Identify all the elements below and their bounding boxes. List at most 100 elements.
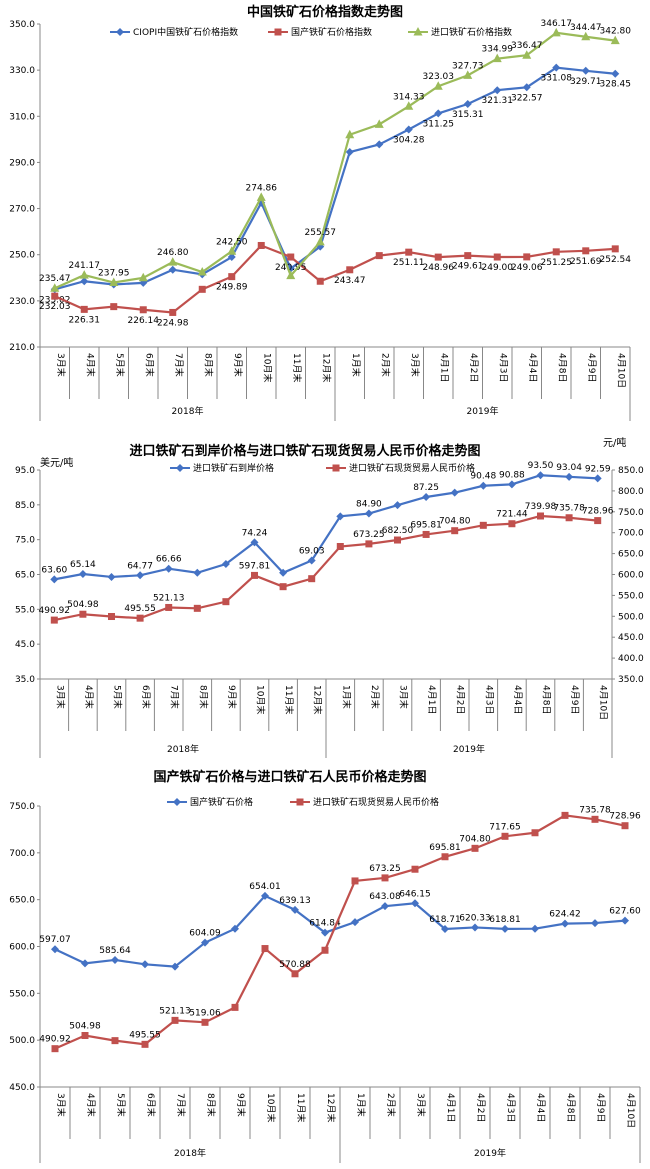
data-label: 92.59 bbox=[585, 464, 611, 474]
data-point bbox=[164, 564, 173, 573]
data-label: 93.50 bbox=[528, 461, 554, 471]
data-point bbox=[256, 192, 266, 201]
data-point bbox=[345, 148, 354, 157]
data-label: 249.89 bbox=[216, 283, 248, 293]
data-point bbox=[522, 50, 532, 59]
data-point bbox=[257, 241, 265, 249]
data-label: 504.98 bbox=[67, 600, 99, 610]
series-line bbox=[54, 31, 616, 290]
y-unit-left: 美元/吨 bbox=[40, 456, 73, 469]
data-point bbox=[433, 81, 443, 90]
x-tick-label: 2月末 bbox=[385, 1093, 397, 1117]
y-tick-label-right: 750.0 bbox=[618, 508, 644, 518]
data-label: 274.86 bbox=[246, 183, 278, 193]
y-tick-label: 500.0 bbox=[9, 1036, 35, 1046]
year-group-label: 2019年 bbox=[474, 1147, 506, 1159]
y-tick-label-right: 850.0 bbox=[618, 466, 644, 476]
x-tick-label: 4月9日 bbox=[569, 685, 580, 714]
data-label: 597.81 bbox=[239, 561, 271, 571]
data-point bbox=[536, 471, 545, 480]
x-tick-label: 4月末 bbox=[83, 685, 95, 709]
x-tick-label: 10月末 bbox=[265, 1093, 277, 1122]
data-label: 232.03 bbox=[39, 302, 71, 312]
y-tick-label: 45.0 bbox=[15, 640, 35, 650]
data-point bbox=[81, 1032, 89, 1040]
data-label: 87.25 bbox=[413, 483, 439, 493]
data-point bbox=[381, 874, 389, 882]
data-point bbox=[621, 916, 629, 925]
data-point bbox=[168, 265, 177, 274]
data-point bbox=[501, 832, 509, 840]
data-label: 304.28 bbox=[393, 135, 425, 145]
y-tick-label: 250.0 bbox=[9, 251, 35, 261]
data-point bbox=[364, 509, 373, 518]
data-label: 237.95 bbox=[98, 269, 130, 279]
data-label: 74.24 bbox=[242, 528, 268, 538]
data-point bbox=[80, 277, 89, 286]
data-point bbox=[316, 277, 324, 285]
x-axis: 3月末 4月末 5月末 6月末 7月末 8月末 9月末 10月末 11月末 12月末 1月末 2月末 3… bbox=[39, 1086, 641, 1163]
data-label: 728.96 bbox=[582, 507, 614, 517]
legend-marker bbox=[332, 464, 340, 472]
data-point bbox=[434, 253, 442, 261]
data-label: 334.99 bbox=[482, 45, 514, 55]
year-group-label: 2018年 bbox=[174, 1147, 206, 1159]
y-axis-left: 35.0 45.0 55.0 65.0 75.0 85.0 95.0 bbox=[15, 466, 41, 685]
x-tick-label: 7月末 bbox=[173, 353, 185, 377]
data-point bbox=[107, 572, 116, 581]
x-tick-label: 4月1日 bbox=[426, 685, 437, 714]
x-tick-label: 9月末 bbox=[235, 1093, 247, 1117]
x-tick-label: 1月末 bbox=[340, 685, 352, 709]
x-tick-label: 4月3日 bbox=[497, 353, 508, 382]
data-label: 346.17 bbox=[541, 19, 573, 29]
x-tick-label: 4月末 bbox=[84, 353, 96, 377]
x-axis: 3月末 4月末 5月末 6月末 7月末 8月末 9月末 10月末 11月末 12月末 1月末 2月末 3… bbox=[39, 346, 631, 421]
data-point bbox=[171, 962, 179, 971]
legend-label: 进口铁矿石现货贸易人民币价格 bbox=[349, 462, 475, 474]
data-point bbox=[221, 560, 230, 569]
data-point bbox=[471, 844, 479, 852]
x-tick-label: 4月10日 bbox=[625, 1093, 636, 1128]
data-point bbox=[261, 891, 269, 900]
data-point bbox=[404, 125, 413, 134]
legend-label: 国产铁矿石价格指数 bbox=[291, 26, 372, 38]
data-point bbox=[381, 902, 389, 911]
data-label: 495.55 bbox=[129, 1030, 161, 1040]
year-group-label: 2019年 bbox=[453, 743, 485, 755]
x-tick-label: 8月末 bbox=[202, 353, 214, 377]
data-label: 519.06 bbox=[189, 1008, 221, 1018]
x-tick-label: 2月末 bbox=[369, 685, 381, 709]
x-tick-label: 1月末 bbox=[355, 1093, 367, 1117]
x-tick-label: 4月8日 bbox=[556, 353, 567, 382]
y-tick-label-right: 550.0 bbox=[618, 591, 644, 601]
data-label: 252.54 bbox=[600, 255, 632, 265]
data-label: 240.95 bbox=[275, 263, 307, 273]
y-axis-left: 210.0 230.0 250.0 270.0 290.0 310.0 330.0 350.0 bbox=[9, 20, 41, 353]
data-label: 673.25 bbox=[369, 864, 401, 874]
data-label: 614.84 bbox=[309, 919, 341, 929]
x-tick-label: 4月9日 bbox=[586, 353, 597, 382]
data-label: 329.71 bbox=[570, 77, 602, 87]
data-point bbox=[110, 303, 118, 311]
data-point bbox=[411, 899, 419, 908]
data-label: 65.14 bbox=[70, 560, 96, 570]
data-label: 235.02 bbox=[39, 295, 71, 305]
data-point bbox=[307, 556, 316, 565]
data-label: 604.09 bbox=[189, 929, 221, 939]
data-label: 597.07 bbox=[39, 935, 71, 945]
x-tick-label: 3月末 bbox=[409, 353, 421, 377]
x-tick-label: 4月3日 bbox=[505, 1093, 516, 1122]
data-point bbox=[375, 252, 383, 260]
data-point bbox=[261, 945, 269, 953]
data-label: 314.33 bbox=[393, 92, 425, 102]
data-point bbox=[193, 568, 202, 577]
chart-1: 中国铁矿石价格指数走势图 210.0 230.0 250.0 270.0 290.0 310… bbox=[9, 4, 631, 421]
y-tick-label-right: 650.0 bbox=[618, 550, 644, 560]
chart-title: 进口铁矿石到岸价格与进口铁矿石现货贸易人民币价格走势图 bbox=[129, 443, 480, 459]
x-tick-label: 4月3日 bbox=[483, 685, 494, 714]
data-label: 322.57 bbox=[511, 93, 543, 103]
legend-marker bbox=[274, 28, 282, 36]
